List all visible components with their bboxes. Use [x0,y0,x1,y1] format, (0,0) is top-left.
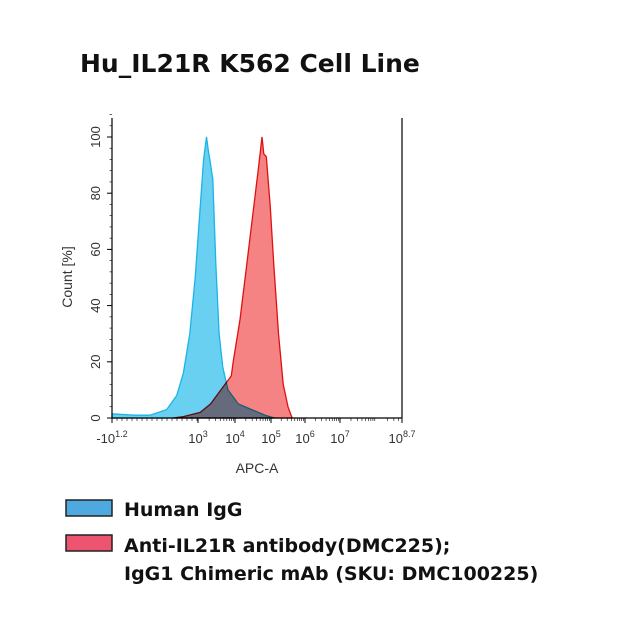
x-tick-label: -101.2 [96,429,127,446]
x-tick-label: 106 [295,429,314,446]
x-tick-label: 104 [225,429,244,446]
legend-label-human-igg: Human IgG [124,499,242,521]
y-tick-label: 20 [88,355,103,369]
y-tick-label: 60 [88,242,103,256]
x-tick-label: 107 [330,429,349,446]
chart-title: Hu_IL21R K562 Cell Line [80,49,420,78]
legend-label-anti-il21r: Anti-IL21R antibody(DMC225); [124,535,450,557]
y-tick-label: 0 [88,414,103,421]
y-tick-label: 100 [88,126,103,148]
legend-label-anti-il21r-line2: IgG1 Chimeric mAb (SKU: DMC100225) [124,563,538,585]
legend: Human IgG Anti-IL21R antibody(DMC225); I… [65,499,538,585]
y-tick-label: 80 [88,186,103,200]
x-axis-label: APC-A [236,460,279,476]
series-1-area [173,136,294,419]
y-tick-label: 40 [88,298,103,312]
x-tick-label: 108.7 [389,429,416,446]
plot-area: 0 20 40 60 80 100 -101.2 103 104 105 106 107 108.7 [88,114,416,446]
legend-swatch-anti-il21r [65,534,113,552]
x-tick-label: 103 [188,429,207,446]
legend-swatch-human-igg [65,499,113,517]
x-tick-label: 105 [261,429,280,446]
y-axis-label: Count [%] [59,246,75,307]
